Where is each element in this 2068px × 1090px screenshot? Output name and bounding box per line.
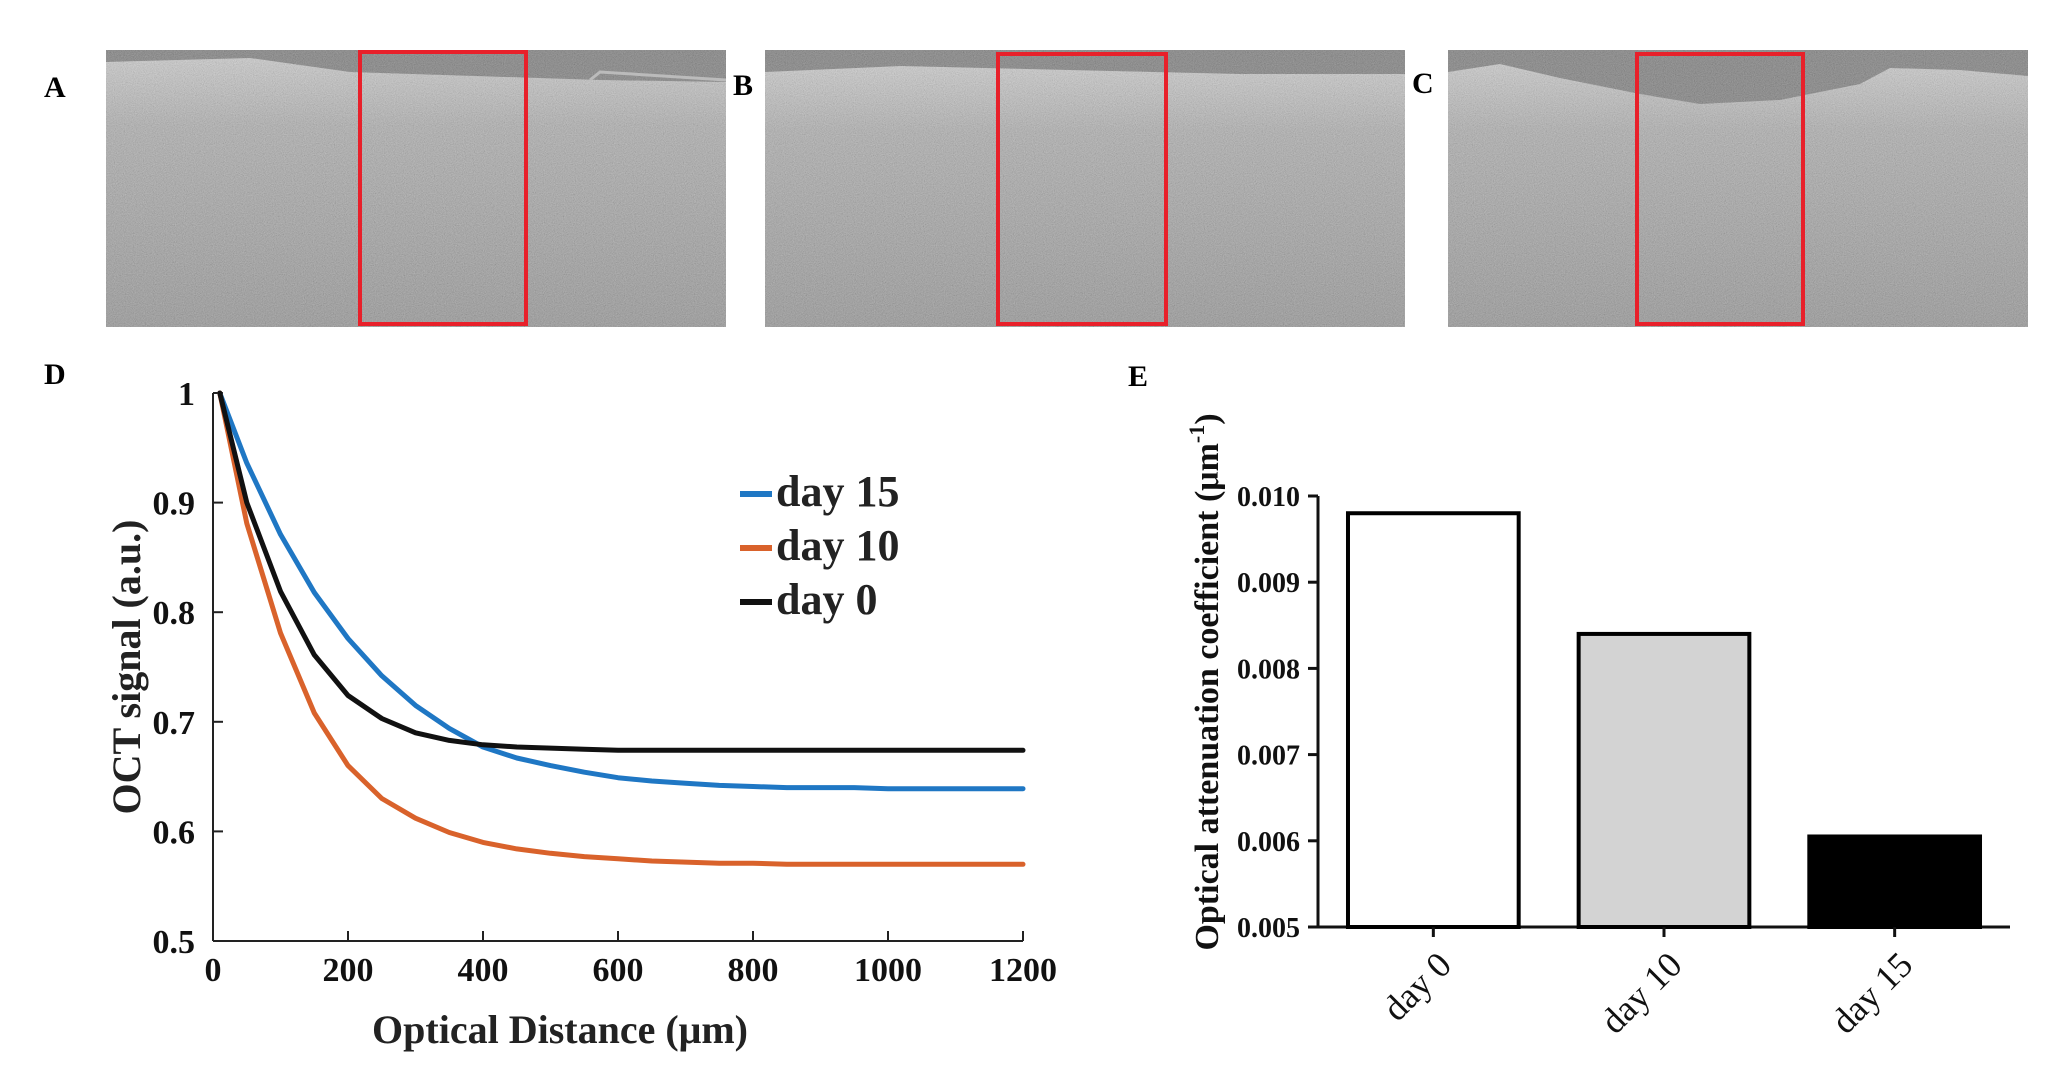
e-y-tick-label: 0.008 [1237,654,1300,685]
roi-box-c [1635,52,1805,326]
e-category-label: day 10 [1593,944,1690,1041]
e-bar-day-15 [1807,834,1983,929]
d-x-axis-label: Optical Distance (μm) [372,1007,748,1052]
d-y-tick-label: 0.7 [153,705,196,742]
panel-label-e: E [1128,360,1148,393]
e-y-axis-label-sup: -1 [1184,425,1209,443]
panel-label-b: B [733,69,753,102]
d-y-axis-label: OCT signal (a.u.) [104,520,149,815]
d-y-tick-label: 1 [178,376,195,413]
d-y-tick-label: 0.8 [153,595,196,632]
d-legend-label: day 10 [776,521,899,570]
d-legend-label: day 15 [776,467,899,516]
e-y-axis-label: Optical attenuation coefficient (μm-1) [1184,413,1226,950]
roi-box-a [358,50,528,326]
panel-label-c: C [1412,67,1434,100]
d-series-line-day-0 [217,390,1026,753]
e-y-tick-label: 0.007 [1237,741,1300,772]
e-bar-day-10 [1576,631,1752,929]
e-y-tick-label: 0.010 [1237,482,1300,513]
d-y-tick-label: 0.5 [153,924,196,961]
e-y-tick-label: 0.005 [1237,913,1300,944]
d-y-tick-label: 0.9 [153,486,196,523]
e-category-label: day 15 [1823,944,1920,1041]
d-legend: day 15 day 10 day 0 [740,467,899,624]
panel-label-a: A [44,71,66,104]
e-y-tick-label: 0.009 [1237,568,1300,599]
d-x-tick-label: 1200 [989,952,1057,989]
line-chart-d: 0 200 400 600 800 1000 1200 0.5 0.6 0.7 0.8 0.9 1 Op… [104,376,1057,1052]
bar-chart-e: 0.005 0.006 0.007 0.008 0.009 0.010 day 0 day … [1184,413,2010,1041]
e-bar-day-0 [1345,511,1521,929]
e-y-tick-label: 0.006 [1237,827,1300,858]
e-y-axis-label-end: ) [1189,413,1226,424]
oct-image-b [765,50,1405,327]
d-series-line-day-10 [217,390,1026,867]
roi-box-b [996,52,1168,326]
oct-image-c [1448,50,2028,327]
d-x-tick-label: 200 [323,952,374,989]
e-category-label: day 0 [1375,944,1459,1028]
d-x-tick-label: 0 [205,952,222,989]
d-series-line-day-15 [217,390,1026,792]
d-x-tick-label: 600 [593,952,644,989]
e-y-axis-label-main: Optical attenuation coefficient (μm [1189,443,1226,950]
d-x-tick-label: 800 [728,952,779,989]
d-x-tick-label: 1000 [854,952,922,989]
d-x-tick-label: 400 [458,952,509,989]
oct-image-a [106,50,727,327]
panel-label-d: D [44,358,66,391]
d-y-tick-label: 0.6 [153,814,196,851]
d-legend-label: day 0 [776,575,877,624]
